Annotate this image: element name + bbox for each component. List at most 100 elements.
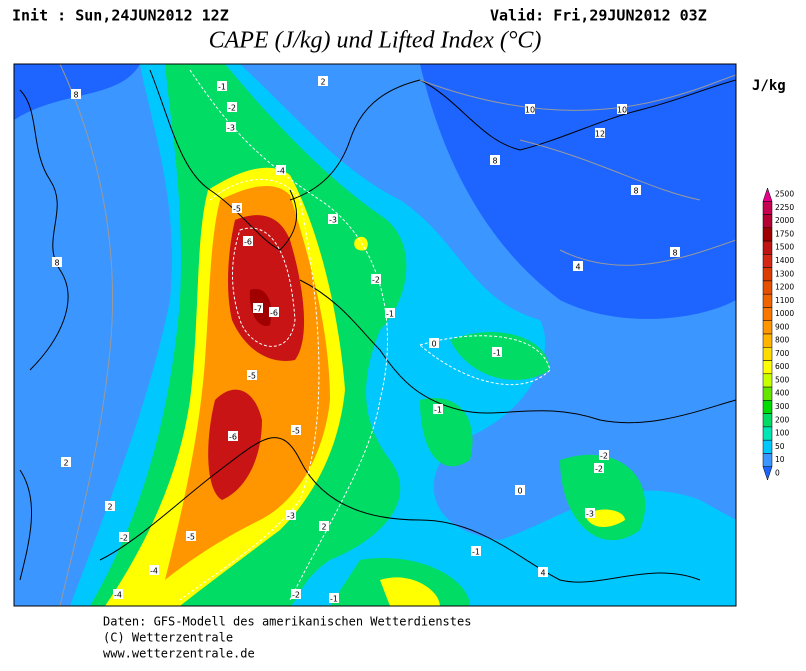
contour-label: -6 <box>244 238 252 247</box>
contour-label: -1 <box>386 310 394 319</box>
label-box <box>269 307 279 317</box>
contour-label: -3 <box>329 216 337 225</box>
contour-label: -2 <box>595 465 603 474</box>
colorbar-label: 200 <box>775 415 790 424</box>
field-1500 <box>208 215 305 501</box>
colorbar-label: 400 <box>775 389 790 398</box>
label-box <box>385 308 395 318</box>
label-box <box>291 589 301 599</box>
colorbar-label: 1300 <box>775 269 794 278</box>
contour-label: 0 <box>431 340 436 349</box>
colorbar: 2500225020001750150014001300120011001000… <box>762 187 794 481</box>
label-box <box>573 261 583 271</box>
colorbar-swatch <box>762 214 773 229</box>
contour-label: -5 <box>187 533 195 542</box>
label-box <box>149 565 159 575</box>
colorbar-swatch <box>762 254 773 268</box>
colorbar-label: 300 <box>775 402 790 411</box>
contour-label: -6 <box>229 433 237 442</box>
contour-label: -1 <box>434 406 442 415</box>
label-box <box>538 567 548 577</box>
colorbar-swatch <box>762 307 773 321</box>
contour-label: -7 <box>254 305 262 314</box>
label-box <box>228 431 238 441</box>
colorbar-swatch <box>762 333 773 348</box>
label-box <box>471 546 481 556</box>
contour-label: -5 <box>248 372 256 381</box>
colorbar-swatch <box>762 293 773 308</box>
label-box <box>247 370 257 380</box>
contour-label: 2 <box>107 503 112 512</box>
colorbar-swatch <box>762 201 773 215</box>
contour-label: 8 <box>73 91 78 100</box>
contour-label: 12 <box>595 130 605 139</box>
label-box <box>276 165 286 175</box>
colorbar-swatch <box>762 240 773 255</box>
label-box <box>429 338 439 348</box>
colorbar-label: 50 <box>775 442 785 451</box>
label-box <box>617 104 627 114</box>
colorbar-label: 100 <box>775 429 790 438</box>
colorbar-swatch <box>762 320 773 335</box>
colorbar-label: 2250 <box>775 203 794 212</box>
coastlines <box>19 69 736 583</box>
label-box <box>525 104 535 114</box>
contour-label: -1 <box>218 83 226 92</box>
label-box <box>217 81 227 91</box>
footer-line: (C) Wetterzentrale <box>103 631 233 645</box>
label-box <box>227 102 237 112</box>
valid-time: Valid: Fri,29JUN2012 03Z <box>490 7 707 25</box>
label-box <box>631 185 641 195</box>
label-box <box>52 257 62 267</box>
label-box <box>492 347 502 357</box>
contour-label: 10 <box>525 106 535 115</box>
label-box <box>243 236 253 246</box>
colorbar-swatch <box>762 453 773 467</box>
label-box <box>113 589 123 599</box>
colorbar-swatch <box>762 280 773 295</box>
footer-line: www.wetterzentrale.de <box>103 647 255 661</box>
colorbar-swatch <box>762 187 773 202</box>
label-box <box>319 521 329 531</box>
contour-label: -5 <box>292 427 300 436</box>
colorbar-label: 900 <box>775 322 790 331</box>
colorbar-label: 800 <box>775 336 790 345</box>
li-contours <box>179 69 551 601</box>
contour-label: -4 <box>150 567 158 576</box>
contour-label: -2 <box>228 104 236 113</box>
colorbar-label: 1200 <box>775 283 794 292</box>
contour-label: 4 <box>540 569 545 578</box>
label-box <box>291 425 301 435</box>
colorbar-label: 1100 <box>775 296 794 305</box>
contour-label: -5 <box>233 205 241 214</box>
contour-label: 10 <box>617 106 627 115</box>
label-box <box>515 485 525 495</box>
colorbar-swatch <box>762 267 773 282</box>
contour-label: 8 <box>672 249 677 258</box>
label-box <box>670 247 680 257</box>
footer-line: Daten: GFS-Modell des amerikanischen Wet… <box>103 615 471 629</box>
colorbar-label: 2500 <box>775 190 794 199</box>
colorbar-label: 1500 <box>775 243 794 252</box>
label-box <box>318 76 328 86</box>
contour-label: -3 <box>586 510 594 519</box>
map-title: CAPE (J/kg) und Lifted Index (°C) <box>209 28 542 54</box>
contour-labels: 8 -1 -2 -3 2 -4 -5 -6 -7 -6 -5 -6 -5 -3 -2 -1 10 10 12 8 8 8 4… <box>52 76 680 604</box>
contour-label: -6 <box>270 309 278 318</box>
contour-label: -1 <box>330 595 338 604</box>
colorbar-label: 1400 <box>775 256 794 265</box>
label-box <box>329 593 339 603</box>
colorbar-label: 700 <box>775 349 790 358</box>
colorbar-label: 0 <box>775 468 780 477</box>
contour-label: 2 <box>321 523 326 532</box>
label-box <box>105 501 115 511</box>
label-box <box>253 303 263 313</box>
label-box <box>119 532 129 542</box>
label-box <box>585 508 595 518</box>
field-200b <box>330 331 646 606</box>
contour-label: -1 <box>472 548 480 557</box>
contour-label: 4 <box>575 263 580 272</box>
colorbar-swatch <box>762 373 773 388</box>
